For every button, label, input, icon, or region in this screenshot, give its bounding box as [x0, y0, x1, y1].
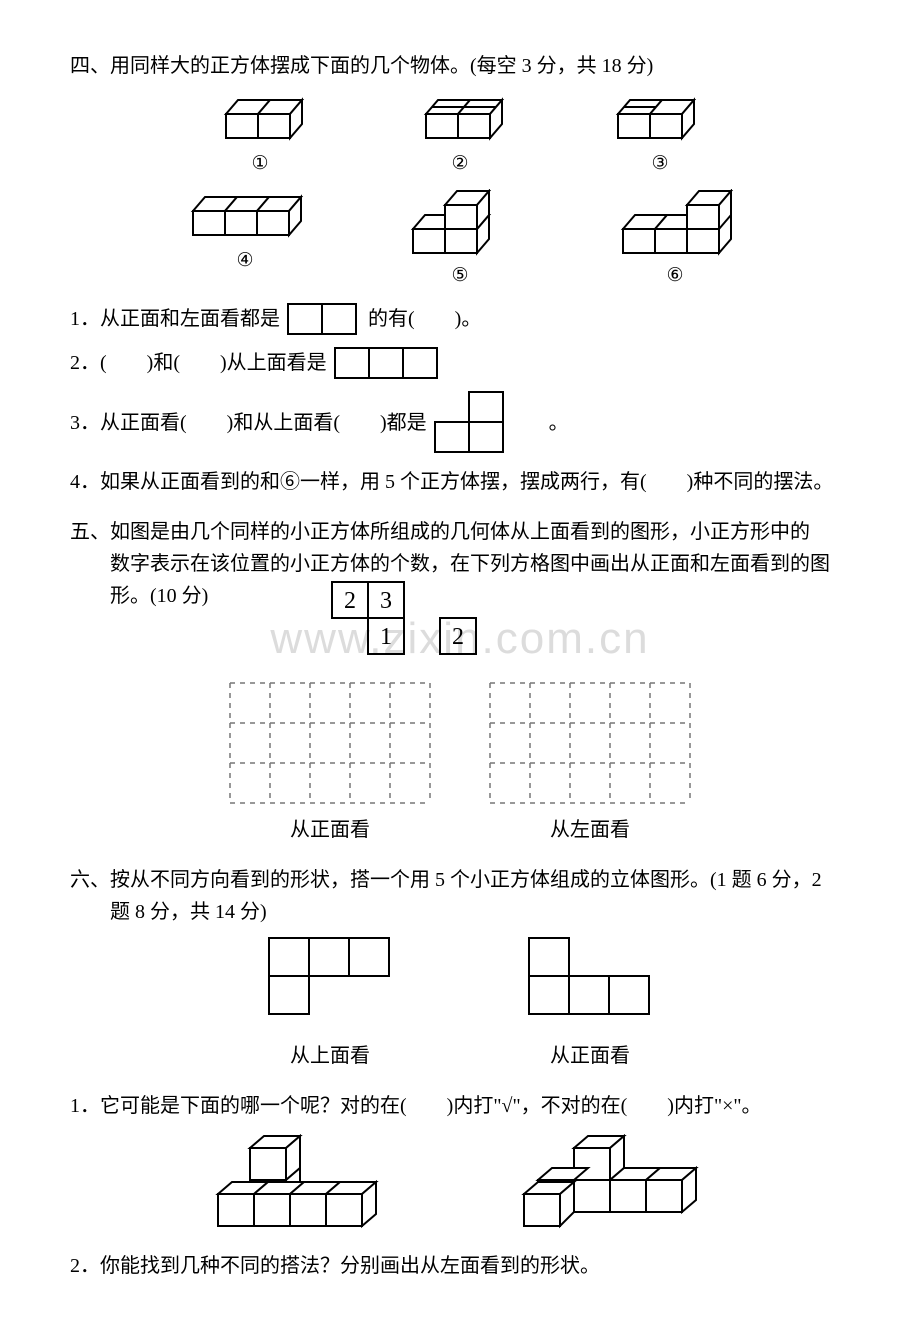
sec6-heading: 六、按从不同方向看到的形状，搭一个用 5 个小正方体组成的立体图形。(1 题 6… — [70, 864, 850, 896]
sec4-q3-post: 。 — [549, 407, 569, 439]
sec5-cap-front: 从正面看 — [290, 814, 370, 846]
sec4-fig-5: ⑤ — [405, 189, 515, 291]
sec4-q1: 1．从正面和左面看都是 的有( )。 — [70, 302, 850, 336]
sec4-label-5: ⑤ — [451, 261, 468, 291]
cube-shape-4 — [185, 189, 305, 244]
svg-text:2: 2 — [344, 588, 356, 614]
sec6-opt-b — [510, 1134, 710, 1234]
cube-shape-5 — [405, 189, 515, 259]
cube-shape-2 — [410, 92, 510, 147]
shape-1x3 — [331, 346, 445, 380]
sec5-cap-left: 从左面看 — [550, 814, 630, 846]
sec4-fig-3: ③ — [610, 92, 710, 179]
sec4-q3-pre: 3．从正面看( )和从上面看( )都是 — [70, 407, 427, 439]
sec6-cap-top: 从上面看 — [290, 1040, 370, 1072]
sec6-q1: 1．它可能是下面的哪一个呢？对的在( )内打"√"，不对的在( )内打"×"。 — [70, 1090, 850, 1122]
sec4-figrow1: ① ② — [70, 92, 850, 179]
sec4-q4: 4．如果从正面看到的和⑥一样，用 5 个正方体摆，摆成两行，有( )种不同的摆法… — [70, 466, 850, 498]
cube-shape-1 — [210, 92, 310, 147]
sec5-heading2: 数字表示在该位置的小正方体的个数，在下列方格图中画出从正面和左面看到的图 — [70, 548, 850, 580]
sec5-grid-left — [485, 678, 695, 808]
sec4-q3: 3．从正面看( )和从上面看( )都是 。 — [70, 390, 850, 456]
sec4-q1-post: 的有( )。 — [368, 303, 481, 335]
sec4-heading: 四、用同样大的正方体摆成下面的几个物体。(每空 3 分，共 18 分) — [70, 50, 850, 82]
svg-text:1: 1 — [380, 624, 392, 650]
sec4-fig-4: ④ — [185, 189, 305, 291]
sec6-heading2: 题 8 分，共 14 分) — [110, 896, 267, 928]
cube-shape-6 — [615, 189, 735, 259]
sec5-heading3: 形。(10 分) — [110, 580, 208, 612]
sec6-q2: 2．你能找到几种不同的搭法？分别画出从左面看到的形状。 — [70, 1250, 850, 1282]
sec4-label-6: ⑥ — [666, 261, 683, 291]
sec5-grids: 从正面看 从左面看 — [70, 678, 850, 846]
sec4-fig-6: ⑥ — [615, 189, 735, 291]
sec4-label-3: ③ — [651, 149, 668, 179]
sec6-topview — [265, 936, 395, 1016]
sec5-topview: 2 3 1 2 — [328, 580, 508, 660]
sec6-q2-text: 2．你能找到几种不同的搭法？分别画出从左面看到的形状。 — [70, 1250, 600, 1282]
sec6-frontview — [525, 936, 655, 1016]
sec4-label-1: ① — [251, 149, 268, 179]
sec4-q4-text: 4．如果从正面看到的和⑥一样，用 5 个正方体摆，摆成两行，有( )种不同的摆法… — [70, 466, 833, 498]
sec4-q2: 2．( )和( )从上面看是 — [70, 346, 850, 380]
sec5-grid-front — [225, 678, 435, 808]
sec6-q1-text: 1．它可能是下面的哪一个呢？对的在( )内打"√"，不对的在( )内打"×"。 — [70, 1090, 762, 1122]
sec6-opt-a — [210, 1134, 400, 1234]
cube-shape-3 — [610, 92, 710, 147]
sec4-q2-text: 2．( )和( )从上面看是 — [70, 347, 327, 379]
sec4-fig-2: ② — [410, 92, 510, 179]
sec4-label-4: ④ — [236, 246, 253, 276]
sec6-views: 从上面看 从正面看 — [70, 936, 850, 1072]
sec5-heading: 五、如图是由几个同样的小正方体所组成的几何体从上面看到的图形，小正方形中的 — [70, 516, 850, 548]
svg-text:3: 3 — [380, 588, 392, 614]
shape-l3 — [431, 390, 545, 456]
sec4-label-2: ② — [451, 149, 468, 179]
svg-text:2: 2 — [452, 624, 464, 650]
shape-1x2 — [284, 302, 364, 336]
sec4-figrow2: ④ ⑤ — [70, 189, 850, 291]
sec4-q1-pre: 1．从正面和左面看都是 — [70, 303, 280, 335]
sec4-fig-1: ① — [210, 92, 310, 179]
sec6-options — [70, 1134, 850, 1234]
sec6-cap-front: 从正面看 — [550, 1040, 630, 1072]
